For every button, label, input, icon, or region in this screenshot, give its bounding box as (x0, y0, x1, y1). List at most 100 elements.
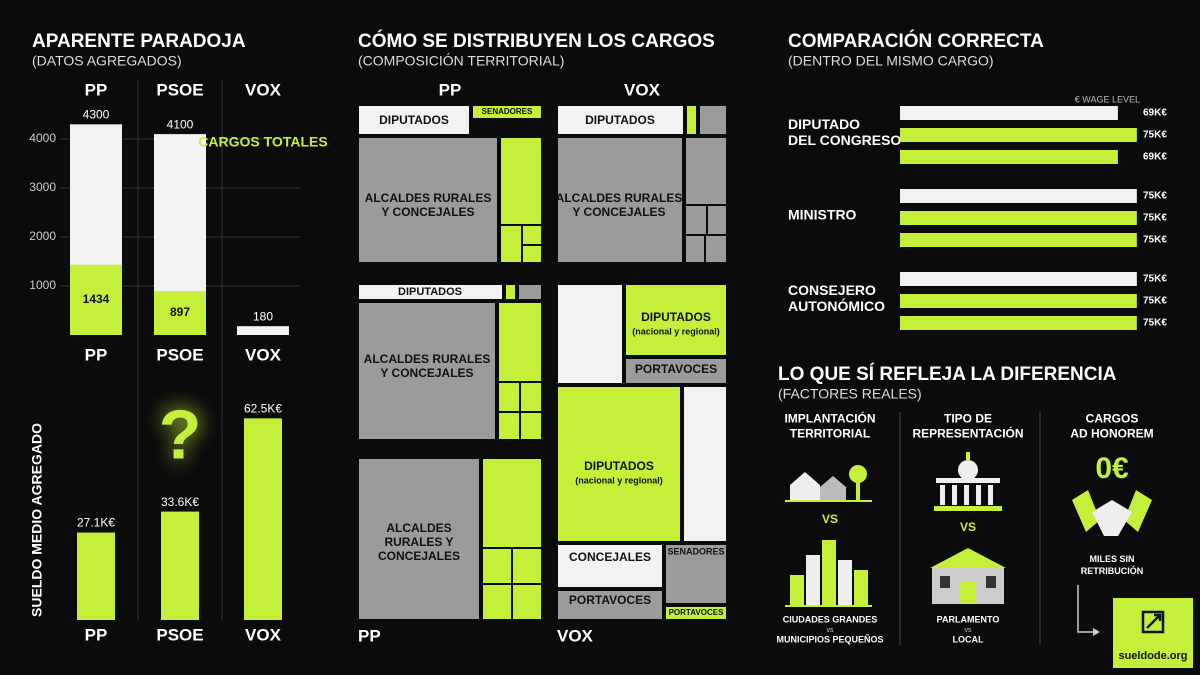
category-label: CONSEJERO AUTONÓMICO (788, 282, 885, 314)
treemap-block (481, 457, 543, 549)
bar (237, 326, 289, 335)
factor-heading: TIPO DE REPRESENTACIÓN (912, 412, 1023, 441)
treemap-label: ALCALDES RURALES Y CONCEJALES (378, 521, 460, 563)
amount: 0€ (1095, 452, 1129, 485)
value-label: 75K€ (1143, 274, 1167, 285)
value-label: 180 (253, 309, 273, 323)
value-label: 1434 (83, 292, 110, 306)
annotation: CARGOS TOTALES (198, 134, 327, 150)
treemap-label: PORTAVOCES (669, 608, 724, 617)
treemap-header: VOX (624, 80, 661, 99)
vs-label: VS (960, 520, 976, 534)
category-label: VOX (245, 80, 282, 99)
factor-heading: CARGOS AD HONOREM (1070, 412, 1153, 441)
treemap-label: (nacional y regional) (575, 475, 663, 485)
treemap-block (684, 204, 708, 236)
bar (900, 128, 1137, 142)
value-label: 75K€ (1143, 213, 1167, 224)
treemap-block (357, 136, 499, 264)
treemap-label: (nacional y regional) (632, 326, 720, 336)
brand-logo (1146, 613, 1162, 629)
x-tick-label: VOX (245, 625, 282, 644)
value-label: 4300 (83, 107, 110, 121)
bar (161, 511, 199, 620)
treemap-block (519, 411, 543, 441)
chart-subtitle: (DATOS AGREGADOS) (32, 53, 182, 69)
bar (900, 211, 1137, 225)
treemap-block (519, 381, 543, 413)
treemap-block (556, 283, 624, 385)
treemap-label: DIPUTADOS (641, 310, 711, 324)
y-tick-label: 1000 (29, 278, 56, 292)
treemap-block (357, 104, 471, 136)
treemap-block (698, 104, 728, 136)
treemaps: DIPUTADOS SENADORES ALCALDES RURALES Y CONC… (357, 104, 728, 621)
y-tick-label: 3000 (29, 180, 56, 194)
annotation: ? (159, 395, 202, 473)
chart-subtitle: (DENTRO DEL MISMO CARGO) (788, 53, 994, 69)
x-axis-label: € WAGE LEVEL (1075, 94, 1140, 104)
bar (70, 264, 122, 335)
treemap-block (497, 411, 521, 441)
value-label: 69K€ (1143, 108, 1167, 119)
treemap-block (517, 283, 543, 301)
y-tick-label: 4000 (29, 131, 56, 145)
treemap-block (684, 234, 706, 264)
factor-caption: CIUDADES GRANDES (783, 614, 878, 624)
treemap-subtitle: (COMPOSICIÓN TERRITORIAL) (358, 53, 564, 69)
y-tick-label: 2000 (29, 229, 56, 243)
chart-title: COMPARACIÓN CORRECTA (788, 30, 1044, 52)
bar (900, 189, 1137, 203)
arrow (1077, 585, 1096, 633)
x-tick-label: PP (85, 625, 108, 644)
treemap-label: DIPUTADOS (379, 113, 449, 127)
treemap-block (556, 589, 664, 621)
treemap-block (685, 104, 698, 136)
bar (900, 272, 1137, 286)
treemap-block (497, 301, 543, 383)
treemap-block (521, 224, 543, 246)
city-icon (785, 540, 872, 607)
factor-caption: LOCAL (953, 634, 984, 644)
bar (900, 150, 1118, 164)
treemap-block (556, 385, 682, 543)
treemap-block (511, 583, 543, 621)
value-label: 4100 (167, 117, 194, 131)
treemap-block (706, 204, 728, 236)
treemap-block (481, 583, 513, 621)
category-label: PP (85, 345, 108, 364)
value-label: 897 (170, 305, 190, 319)
treemap-header: PP (439, 80, 462, 99)
treemap-label: DIPUTADOS (584, 459, 654, 473)
treemap-block (499, 136, 543, 226)
brand: sueldode.org (1118, 650, 1187, 662)
value-label: 75K€ (1143, 296, 1167, 307)
y-axis-label: SUELDO MEDIO AGREGADO (29, 423, 45, 617)
value-label: 62.5K€ (244, 402, 282, 416)
factor-caption: PARLAMENTO (937, 614, 1000, 624)
bar (900, 294, 1137, 308)
category-label: VOX (245, 345, 282, 364)
treemap-label: PORTAVOCES (569, 593, 651, 607)
treemap-block (511, 547, 543, 585)
bar (77, 532, 115, 620)
category-label: DIPUTADO DEL CONGRESO (788, 116, 901, 148)
x-tick-label: PSOE (156, 625, 203, 644)
bar (244, 418, 282, 620)
parliament-icon (934, 452, 1002, 511)
bar (900, 233, 1137, 247)
category-label: MINISTRO (788, 207, 857, 223)
treemap-block (357, 283, 504, 301)
brand-logo (1141, 610, 1165, 634)
factors-title: LO QUE SÍ REFLEJA LA DIFERENCIA (778, 363, 1117, 385)
treemap-block (664, 605, 728, 621)
treemap-footer: PP (358, 626, 381, 645)
category-label: PP (85, 80, 108, 99)
value-label: 75K€ (1143, 235, 1167, 246)
factors-subtitle: (FACTORES REALES) (778, 386, 922, 402)
treemap-label: PORTAVOCES (635, 362, 717, 376)
treemap-block (624, 283, 728, 357)
treemap-block (682, 385, 728, 543)
treemap-footer: VOX (557, 626, 594, 645)
